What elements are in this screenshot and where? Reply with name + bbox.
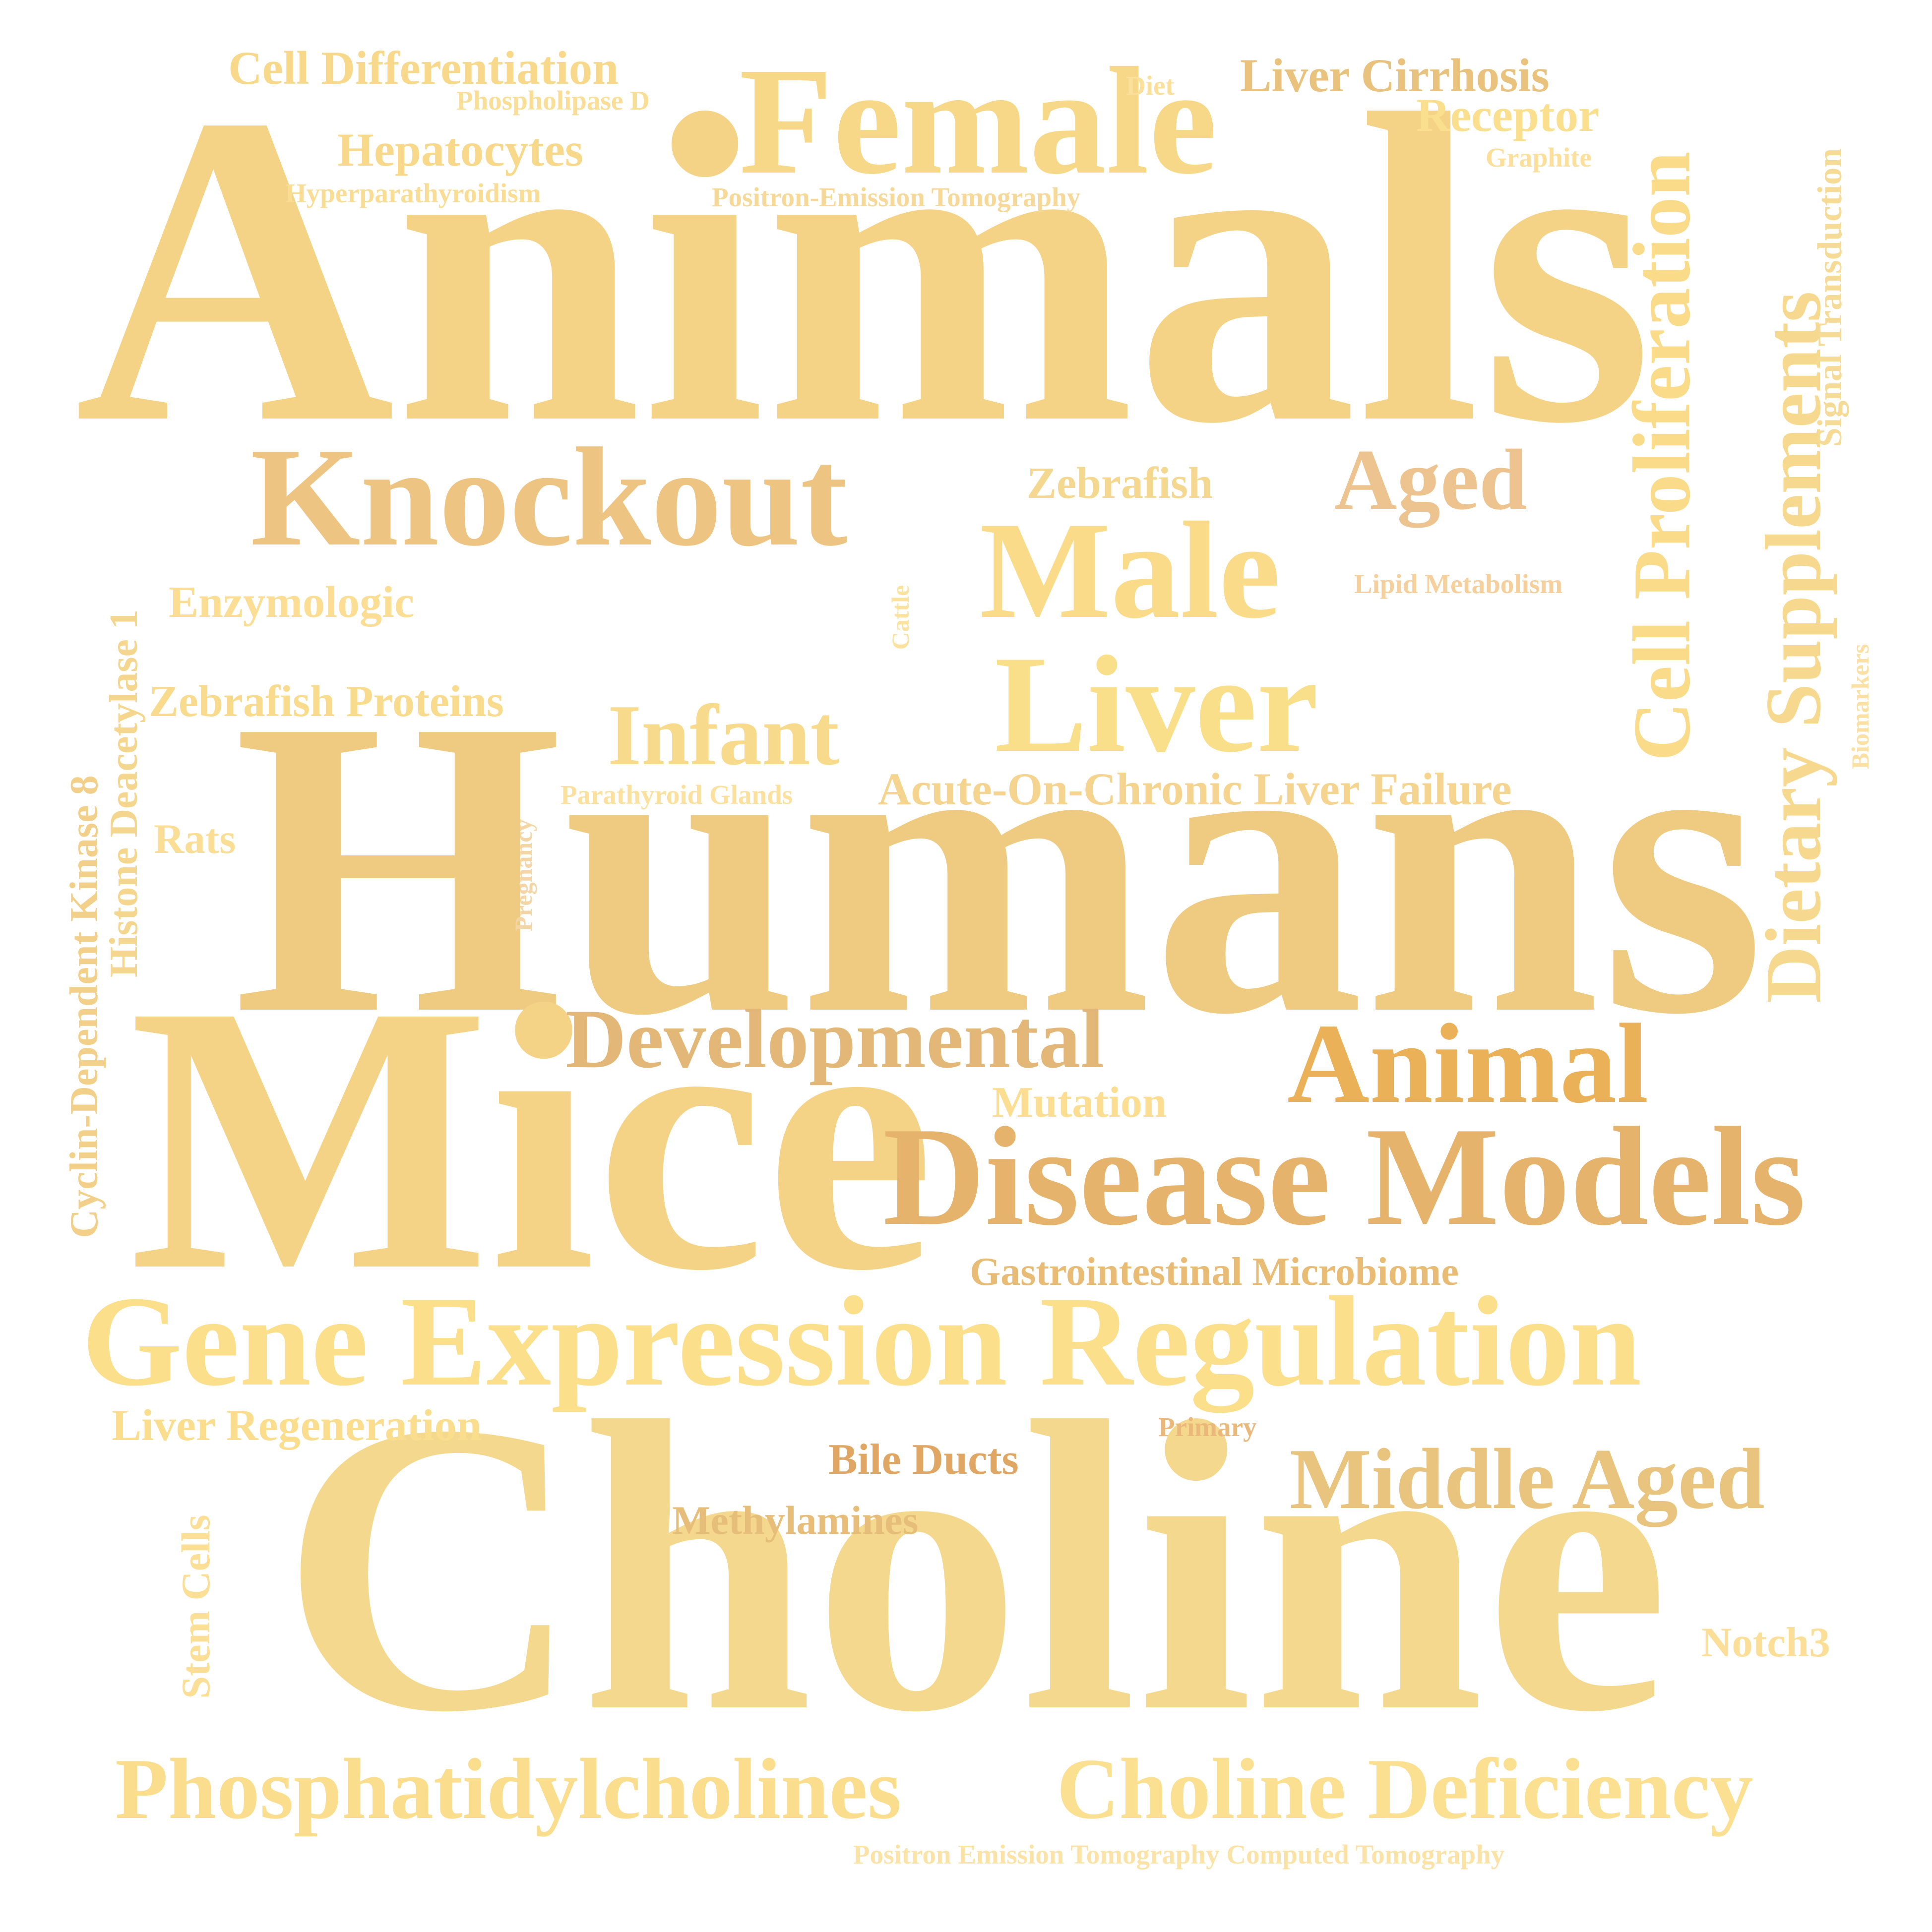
word-middle-aged: Middle Aged: [1290, 1431, 1765, 1527]
word-disease-models: Disease Models: [883, 1098, 1806, 1255]
word-zebrafish-proteins: Zebrafish Proteins: [149, 677, 504, 726]
word-pregnancy: Pregnancy: [509, 819, 537, 932]
word-acute-on-chronic-liver-failure: Acute-On-Chronic Liver Failure: [878, 764, 1512, 814]
word-stem-cells: Stem Cells: [173, 1514, 218, 1699]
word-biomarkers: Biomarkers: [1846, 644, 1874, 770]
word-liver: Liver: [995, 627, 1319, 781]
word-animal: Animal: [1287, 1000, 1649, 1127]
word-cell-differentiation: Cell Differentiation: [228, 42, 619, 94]
word-infant: Infant: [608, 687, 839, 783]
word-choline-deficiency: Choline Deficiency: [1057, 1741, 1753, 1837]
word-hepatocytes: Hepatocytes: [337, 123, 583, 176]
word-female: Female: [739, 36, 1217, 206]
word-histone-deacetylase-1: Histone Deacetylase 1: [102, 609, 146, 978]
word-mutation: Mutation: [992, 1079, 1167, 1127]
word-graphite: Graphite: [1486, 142, 1592, 173]
word-positron-emission-tomography-computed-tomography: Positron Emission Tomography Computed To…: [853, 1839, 1505, 1870]
word-hyperparathyroidism: Hyperparathyroidism: [285, 178, 541, 208]
word-rats: Rats: [154, 816, 236, 862]
word-knockout: Knockout: [250, 419, 848, 575]
word-choline: Choline: [280, 1336, 1670, 1798]
word-enzymologic: Enzymologic: [169, 578, 414, 627]
word-liver-regeneration: Liver Regeneration: [112, 1401, 482, 1450]
word-gastrointestinal-microbiome: Gastrointestinal Microbiome: [970, 1250, 1459, 1294]
word-parathyroid-glands: Parathyroid Glands: [561, 780, 793, 810]
word-phospholipase-d: Phospholipase D: [456, 85, 650, 116]
word-developmental: Developmental: [565, 992, 1104, 1086]
word-cattle: Cattle: [886, 585, 914, 650]
word-lipid-metabolism: Lipid Metabolism: [1354, 569, 1563, 599]
word-liver-cirrhosis: Liver Cirrhosis: [1240, 49, 1550, 102]
word-primary: Primary: [1158, 1412, 1257, 1442]
word-cell-proliferation: Cell Proliferation: [1616, 151, 1707, 761]
word-notch3: Notch3: [1701, 1619, 1830, 1666]
word-gene-expression-regulation: Gene Expression Regulation: [82, 1270, 1642, 1413]
word-animals: Animals: [74, 23, 1653, 515]
word-mice: Mice: [129, 926, 935, 1349]
word-positron-emission-tomography: Positron-Emission Tomography: [712, 182, 1081, 212]
word-male: Male: [980, 493, 1281, 647]
word-receptor: Receptor: [1416, 89, 1600, 141]
word-cyclin-dependent-kinase-8: Cyclin-Dependent Kinase 8: [62, 775, 106, 1238]
word-diet: Diet: [1126, 70, 1175, 101]
word-aged: Aged: [1334, 431, 1527, 528]
word-zebrafish: Zebrafish: [1027, 459, 1213, 508]
word-signal-transduction: Signal Transduction: [1811, 148, 1849, 447]
word-methylamines: Methylamines: [672, 1498, 919, 1543]
word-humans: Humans: [233, 632, 1765, 1101]
word-bile-ducts: Bile Ducts: [828, 1436, 1019, 1484]
word-phosphatidylcholines: Phosphatidylcholines: [115, 1741, 902, 1837]
